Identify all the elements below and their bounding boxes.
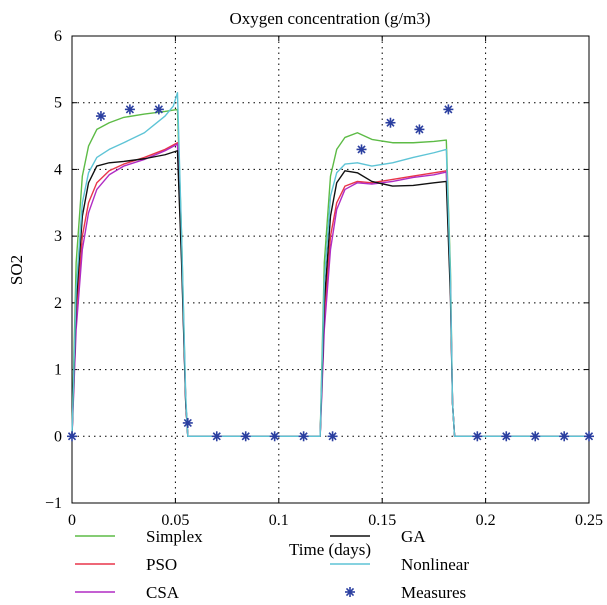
x-tick-label: 0.2 xyxy=(476,512,496,529)
y-axis-title: SO2 xyxy=(7,255,26,285)
measure-point xyxy=(211,431,222,442)
legend-label-measures: Measures xyxy=(401,583,466,602)
x-tick-label: 0.1 xyxy=(269,512,289,529)
series-lines xyxy=(71,92,589,437)
measure-point xyxy=(501,431,512,442)
x-tick-label: 0.15 xyxy=(368,512,396,529)
measure-point xyxy=(240,431,251,442)
x-tick-label: 0.05 xyxy=(161,512,189,529)
measure-point xyxy=(124,104,135,115)
legend-item-measures: Measures xyxy=(345,583,466,602)
legend-item-csa: CSA xyxy=(75,583,180,602)
measure-point xyxy=(414,124,425,135)
y-tick-label: 0 xyxy=(54,428,62,445)
legend-label-simplex: Simplex xyxy=(146,527,203,546)
y-tick-label: 2 xyxy=(54,295,62,312)
series-line-csa xyxy=(71,143,589,437)
legend-label-ga: GA xyxy=(401,527,426,546)
measure-point xyxy=(182,417,193,428)
measure-point xyxy=(356,144,367,155)
measure-point xyxy=(472,431,483,442)
series-line-nonlinear xyxy=(71,92,589,437)
measure-point xyxy=(67,431,77,442)
legend-label-csa: CSA xyxy=(146,583,180,602)
legend-label-pso: PSO xyxy=(146,555,177,574)
measure-point xyxy=(327,431,338,442)
measure-point xyxy=(298,431,309,442)
series-line-pso xyxy=(71,142,589,437)
measure-point xyxy=(559,431,570,442)
x-axis-title: Time (days) xyxy=(289,540,371,559)
measure-point xyxy=(269,431,280,442)
legend-item-nonlinear: Nonlinear xyxy=(330,555,469,574)
legend-label-nonlinear: Nonlinear xyxy=(401,555,469,574)
y-tick-label: 6 xyxy=(54,28,62,45)
chart-title: Oxygen concentration (g/m3) xyxy=(229,9,430,28)
x-tick-label: 0.25 xyxy=(575,512,603,529)
measure-markers xyxy=(67,104,594,442)
grid-lines xyxy=(72,36,589,503)
measure-point xyxy=(153,104,164,115)
y-tick-label: −1 xyxy=(45,495,62,512)
x-tick-label: 0 xyxy=(68,512,76,529)
y-tick-label: 3 xyxy=(54,228,62,245)
legend-item-ga: GA xyxy=(330,527,426,546)
y-tick-label: 1 xyxy=(54,362,62,379)
measure-point xyxy=(443,104,454,115)
axis-ticks: 0 0.05 0.1 0.15 0.2 0.25 −1 0 1 2 3 4 5 6 xyxy=(45,28,603,529)
measure-point xyxy=(385,117,396,128)
plot-area-frame xyxy=(71,35,590,504)
measure-point xyxy=(530,431,541,442)
legend: Simplex PSO CSA GA Nonlinear Measures xyxy=(75,527,469,602)
legend-item-simplex: Simplex xyxy=(75,527,203,546)
legend-item-pso: PSO xyxy=(75,555,177,574)
y-tick-label: 4 xyxy=(54,161,62,178)
legend-marker-measures xyxy=(345,587,355,597)
measure-point xyxy=(95,111,106,122)
measure-point xyxy=(584,431,594,442)
y-tick-label: 5 xyxy=(54,95,62,112)
